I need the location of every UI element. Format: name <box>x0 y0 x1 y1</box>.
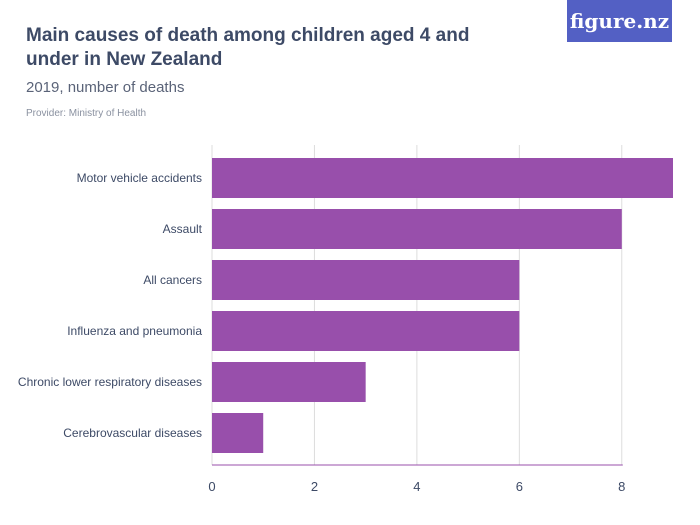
bar <box>212 209 622 249</box>
figure-nz-logo[interactable]: figure.nz <box>567 0 672 42</box>
x-tick-label: 2 <box>311 479 318 494</box>
provider-note: Provider: Ministry of Health <box>26 108 147 119</box>
bar <box>212 311 520 351</box>
category-label: Chronic lower respiratory diseases <box>18 375 202 389</box>
bar <box>212 362 366 402</box>
category-label: Motor vehicle accidents <box>77 171 202 185</box>
category-label: Assault <box>163 222 203 236</box>
bar <box>212 413 264 453</box>
bar <box>212 158 673 198</box>
category-label: Cerebrovascular diseases <box>63 426 202 440</box>
category-label: Influenza and pneumonia <box>67 324 202 338</box>
bar <box>212 260 520 300</box>
chart-subtitle: 2019, number of deaths <box>26 79 185 96</box>
x-tick-label: 0 <box>208 479 215 494</box>
x-tick-label: 4 <box>413 479 420 494</box>
x-tick-label: 6 <box>516 479 523 494</box>
category-label: All cancers <box>143 273 202 287</box>
chart-title: Main causes of death among children aged… <box>26 25 470 70</box>
x-tick-label: 8 <box>618 479 625 494</box>
